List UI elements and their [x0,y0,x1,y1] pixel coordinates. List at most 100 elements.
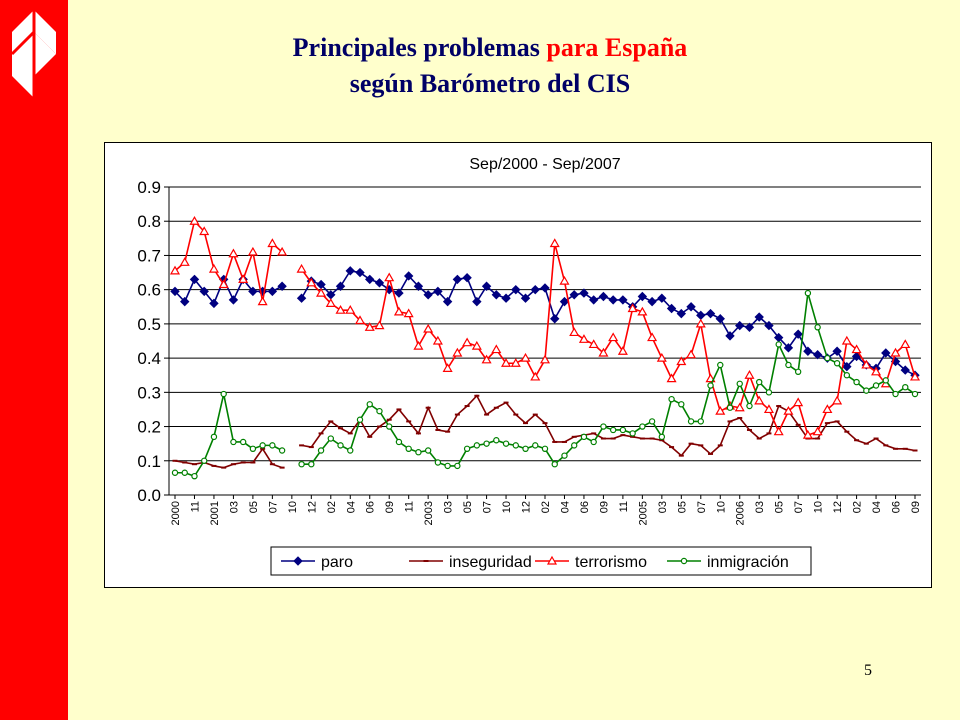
series-0-point [900,365,910,375]
y-tick-label: 0.7 [137,246,161,265]
series-3-point [230,438,237,446]
legend-label: inseguridad [449,554,532,571]
series-0-point [793,329,803,339]
x-tick-label: 2001 [209,501,221,525]
slide-title: Principales problemas para España según … [140,30,840,102]
series-3-point [629,430,636,437]
series-0-point [472,296,482,307]
series-3-point [619,426,627,434]
series-0-point [666,303,677,314]
series-0-point [394,288,404,298]
x-tick-label: 11 [189,501,201,512]
series-3-point [902,383,909,391]
series-0-point [189,274,200,285]
series-3-point [259,442,266,449]
series-0-point [335,281,346,291]
series-2-point [676,356,687,366]
x-tick-label: 02 [852,501,864,513]
x-tick-label: 2003 [423,501,435,525]
x-tick-label: 09 [384,501,396,513]
series-2-point [247,246,258,256]
series-1-line [174,447,283,469]
series-2-point [832,395,843,405]
series-2-point [637,306,648,316]
y-tick-label: 0.4 [137,349,161,368]
series-2-point [647,332,658,342]
series-2-line [174,219,283,302]
y-tick-label: 0.0 [137,486,161,505]
chart-frame: Sep/2000 - Sep/2007 0.0 0.1 0.2 0.3 0.4 0.5 0.6… [104,142,932,588]
series-3-point [269,442,276,449]
series-3-point [911,390,919,398]
series-0-point [277,281,287,291]
series-3-point [201,457,208,464]
x-tick-label: 11 [404,501,416,512]
series-3-point [347,447,354,454]
series-0-point [199,286,209,297]
series-3-point [648,418,656,425]
series-3-point [541,445,549,452]
series-2-point [335,304,346,314]
x-tick-label: 07 [482,501,494,513]
series-3-point [853,378,860,386]
x-tick-label: 04 [345,501,357,513]
title-accent: para España [546,33,688,62]
x-tick-label: 03 [657,501,669,513]
series-2-point [793,397,804,407]
x-tick-label: 02 [326,501,338,513]
series-2-point [773,426,784,436]
series-2-point [734,402,745,412]
legend-label: inmigración [707,554,789,571]
series-0-point [345,266,355,276]
title-line-1: Principales problemas para España [140,30,840,66]
series-2-point [452,347,463,357]
legend-label: terrorismo [575,554,647,571]
series-0-point [501,293,511,303]
series-3-point [756,378,763,386]
series-2-point [491,344,502,354]
series-2-point [598,347,609,357]
series-3-point [736,380,743,387]
series-2-point [296,263,307,273]
y-tick-label: 0.8 [137,212,161,231]
series-2-point [783,405,794,415]
x-tick-label: 06 [365,501,377,513]
series-3-point [376,407,383,415]
series-0-point [462,272,472,283]
series-3-point [765,389,773,396]
series-3-point [746,402,753,410]
series-0-point [783,343,794,353]
series-2-point [666,373,677,383]
x-tick-label: 05 [676,501,688,513]
x-tick-label: 05 [462,501,474,513]
series-0-point [209,298,219,309]
page-number: 5 [864,662,872,679]
x-tick-label: 02 [540,501,552,513]
series-3-point [882,377,889,384]
series-0-point [725,331,735,341]
y-tick-label: 0.3 [137,383,161,402]
x-tick-label: 12 [521,501,533,513]
series-3-point [483,440,490,447]
series-0-point [511,284,521,295]
x-tick-label: 2000 [170,501,182,525]
series-3-point [386,423,393,430]
x-tick-label: 2006 [735,501,747,525]
series-3-point [580,433,588,441]
series-2-point [169,265,181,275]
series-2-point [763,404,774,414]
series-3-point [814,324,821,331]
series-2-point [909,371,921,381]
series-3-point [804,289,812,297]
series-2-point [627,303,638,313]
series-0-point [647,296,657,307]
series-0-point [812,349,823,360]
series-0-point [569,290,579,300]
series-0-point [403,271,414,281]
series-3-point [171,469,179,476]
series-3-point [424,447,432,454]
x-tick-label: 06 [579,501,591,513]
series-3-point [181,469,188,476]
series-0-point [881,348,891,358]
series-0-point [180,296,190,307]
